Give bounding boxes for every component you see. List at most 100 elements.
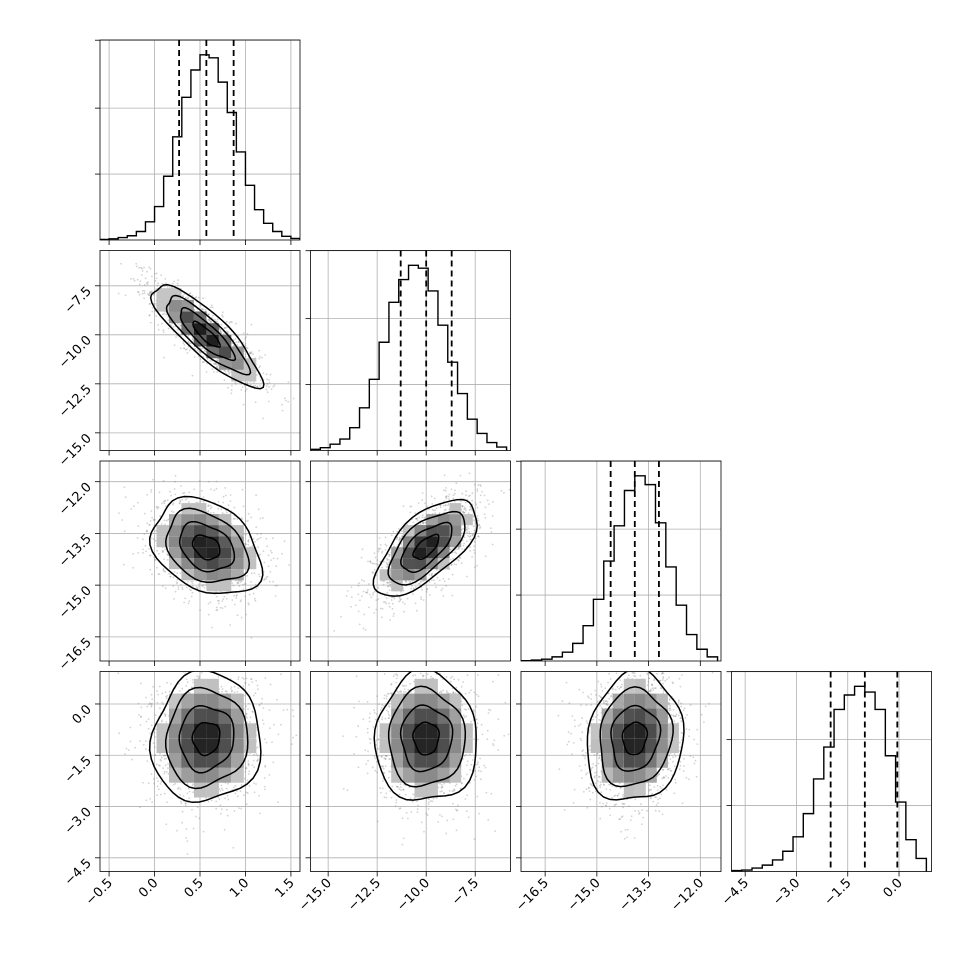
sample-point bbox=[149, 267, 152, 270]
sample-point bbox=[120, 262, 122, 265]
sample-point bbox=[250, 637, 253, 639]
sample-point bbox=[227, 370, 230, 373]
sample-point bbox=[250, 586, 253, 588]
sample-point bbox=[178, 323, 181, 326]
sample-point bbox=[240, 517, 243, 519]
density-cell bbox=[193, 525, 207, 537]
sample-point bbox=[219, 329, 221, 332]
sample-point bbox=[124, 294, 127, 297]
sample-point bbox=[384, 543, 387, 546]
sample-point bbox=[473, 545, 476, 548]
sample-point bbox=[199, 358, 202, 361]
sample-point bbox=[222, 598, 225, 601]
sample-point bbox=[196, 587, 199, 590]
sample-point bbox=[281, 552, 283, 555]
sample-point bbox=[461, 505, 464, 508]
sample-point bbox=[257, 537, 260, 540]
sample-point bbox=[193, 488, 196, 491]
sample-point bbox=[479, 494, 482, 497]
sample-point bbox=[209, 601, 212, 604]
sample-point bbox=[346, 590, 349, 592]
sample-point bbox=[469, 505, 472, 508]
sample-point bbox=[258, 366, 261, 369]
density-cell bbox=[193, 514, 207, 526]
sample-point bbox=[434, 509, 437, 511]
sample-point bbox=[376, 559, 379, 562]
sample-point bbox=[151, 516, 154, 519]
density-cell bbox=[181, 547, 194, 559]
sample-point bbox=[410, 587, 413, 590]
density-contour bbox=[148, 495, 264, 595]
sample-point bbox=[469, 546, 472, 549]
sample-point bbox=[164, 548, 167, 551]
sample-point bbox=[247, 539, 250, 541]
sample-point bbox=[262, 372, 265, 374]
sample-point bbox=[164, 282, 167, 285]
sample-point bbox=[258, 349, 261, 352]
sample-point bbox=[240, 388, 243, 391]
sample-point bbox=[369, 560, 372, 563]
sample-point bbox=[249, 352, 251, 355]
sample-point bbox=[148, 266, 151, 268]
sample-point bbox=[261, 356, 263, 359]
sample-point bbox=[398, 538, 401, 541]
sample-point bbox=[197, 585, 200, 588]
sample-point bbox=[281, 403, 283, 406]
sample-point bbox=[426, 588, 429, 590]
sample-point bbox=[177, 588, 180, 590]
sample-point bbox=[450, 564, 453, 566]
sample-point bbox=[457, 558, 459, 561]
sample-point bbox=[173, 571, 176, 573]
sample-point bbox=[333, 630, 336, 632]
sample-point bbox=[457, 546, 460, 549]
sample-point bbox=[221, 600, 224, 602]
sample-point bbox=[392, 530, 395, 533]
sample-point bbox=[417, 502, 420, 504]
sample-point bbox=[266, 575, 269, 578]
sample-point bbox=[212, 314, 214, 317]
sample-point bbox=[179, 347, 182, 350]
sample-point bbox=[258, 357, 261, 360]
sample-point bbox=[207, 318, 210, 321]
sample-point bbox=[161, 585, 164, 588]
sample-point bbox=[412, 521, 415, 524]
sample-point bbox=[433, 497, 436, 500]
sample-point bbox=[445, 585, 448, 587]
sample-point bbox=[390, 534, 393, 537]
sample-point bbox=[386, 559, 389, 561]
sample-point bbox=[361, 579, 363, 581]
sample-point bbox=[373, 562, 376, 565]
sample-point bbox=[265, 373, 268, 376]
sample-point bbox=[503, 491, 505, 494]
sample-point bbox=[439, 506, 442, 509]
sample-point bbox=[237, 341, 240, 344]
sample-point bbox=[389, 580, 391, 582]
sample-point bbox=[392, 615, 395, 617]
sample-point bbox=[158, 552, 160, 555]
sample-point bbox=[389, 585, 392, 588]
sample-point bbox=[223, 327, 226, 330]
sample-point bbox=[155, 315, 158, 317]
density-cell bbox=[169, 299, 182, 312]
sample-point bbox=[215, 363, 218, 366]
sample-point bbox=[464, 501, 467, 504]
sample-point bbox=[210, 321, 212, 323]
density-panel-3-2 bbox=[305, 460, 511, 666]
sample-point bbox=[207, 313, 210, 316]
density-cell bbox=[156, 536, 169, 548]
sample-point bbox=[374, 556, 377, 559]
sample-point bbox=[142, 548, 144, 551]
sample-point bbox=[143, 290, 146, 292]
sample-point bbox=[149, 302, 151, 305]
sample-point bbox=[412, 593, 414, 595]
sample-point bbox=[182, 492, 184, 495]
sample-point bbox=[248, 593, 251, 596]
density-cell bbox=[169, 536, 182, 548]
sample-point bbox=[390, 596, 393, 599]
sample-point bbox=[478, 524, 481, 527]
density-cell bbox=[206, 569, 219, 581]
density-cell bbox=[169, 514, 182, 526]
sample-point bbox=[198, 583, 201, 586]
density-cell bbox=[181, 525, 194, 537]
sample-point bbox=[174, 493, 177, 496]
